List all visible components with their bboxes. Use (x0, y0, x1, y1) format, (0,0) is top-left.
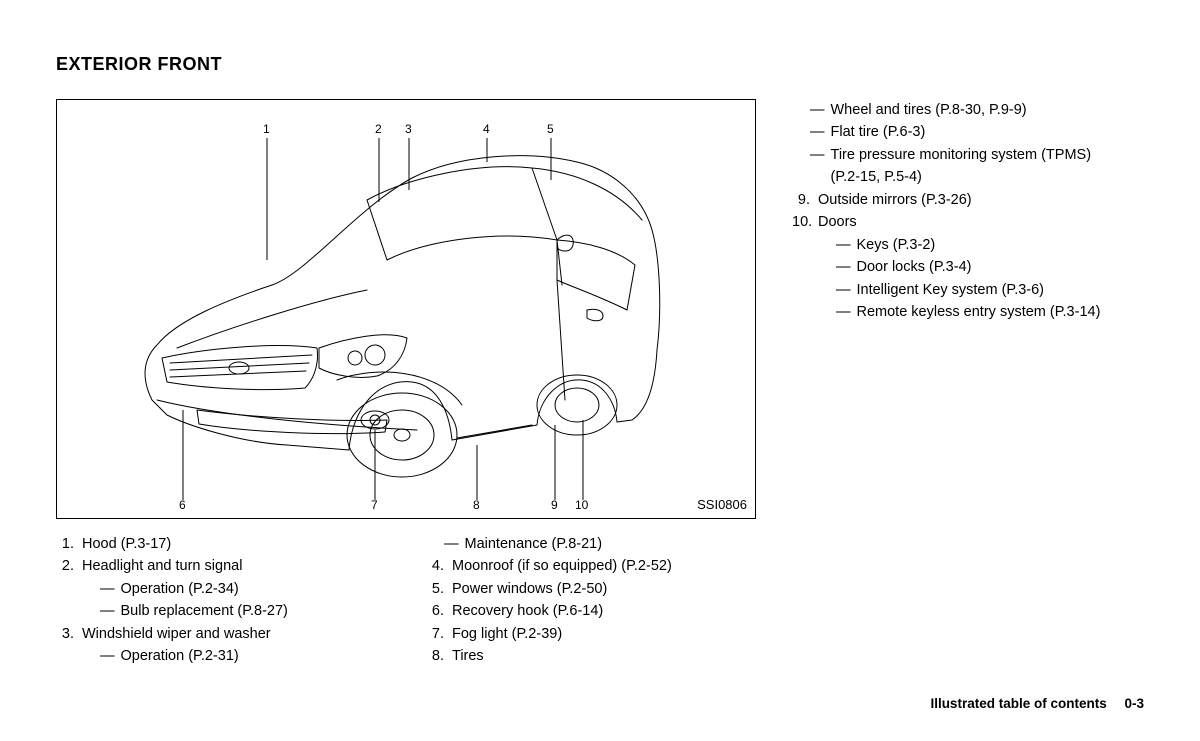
footer-label: Illustrated table of contents (930, 696, 1106, 711)
sub-item: Keys (P.3-2) (836, 234, 1122, 256)
sub-item: Operation (P.2-34) (100, 578, 386, 600)
callout-6: 6 (179, 498, 186, 512)
list-item: 2.Headlight and turn signalOperation (P.… (56, 555, 386, 622)
callout-3: 3 (405, 122, 412, 136)
sub-item: Flat tire (P.6-3) (810, 121, 1122, 143)
right-column: Wheel and tires (P.8-30, P.9-9)Flat tire… (792, 99, 1122, 324)
sub-item: Tire pressure monitoring system (TPMS) (… (810, 144, 1122, 189)
sub-item: Intelligent Key system (P.3-6) (836, 279, 1122, 301)
sub-item: Operation (P.2-31) (100, 645, 386, 667)
callout-1: 1 (263, 122, 270, 136)
car-svg (57, 100, 757, 520)
sub-item: Maintenance (P.8-21) (444, 533, 756, 555)
callout-7: 7 (371, 498, 378, 512)
callout-4: 4 (483, 122, 490, 136)
callout-8: 8 (473, 498, 480, 512)
list-item: 3.Windshield wiper and washerOperation (… (56, 623, 386, 668)
sub-item: Remote keyless entry system (P.3-14) (836, 301, 1122, 323)
figure-code: SSI0806 (697, 497, 747, 512)
callout-2: 2 (375, 122, 382, 136)
list-item: 6.Recovery hook (P.6-14) (426, 600, 756, 622)
sub-item: Door locks (P.3-4) (836, 256, 1122, 278)
legend-under-figure: 1.Hood (P.3-17)2.Headlight and turn sign… (56, 533, 756, 668)
page-footer: Illustrated table of contents 0-3 (930, 696, 1144, 711)
footer-page-number: 0-3 (1124, 696, 1144, 711)
list-item: 5.Power windows (P.2-50) (426, 578, 756, 600)
list-item: 4.Moonroof (if so equipped) (P.2-52) (426, 555, 756, 577)
list-item: 9.Outside mirrors (P.3-26) (792, 189, 1122, 211)
page-title: EXTERIOR FRONT (56, 54, 1144, 75)
sub-item: Wheel and tires (P.8-30, P.9-9) (810, 99, 1122, 121)
list-item: 1.Hood (P.3-17) (56, 533, 386, 555)
list-item: 7.Fog light (P.2-39) (426, 623, 756, 645)
page-content: 1 2 3 4 5 6 7 8 9 10 SSI0806 1.Hood (P.3… (56, 99, 1144, 668)
callout-10: 10 (575, 498, 588, 512)
legend-col-2: Maintenance (P.8-21) 4.Moonroof (if so e… (426, 533, 756, 668)
callout-9: 9 (551, 498, 558, 512)
sub-item: Bulb replacement (P.8-27) (100, 600, 386, 622)
list-item: 8.Tires (426, 645, 756, 667)
left-column: 1 2 3 4 5 6 7 8 9 10 SSI0806 1.Hood (P.3… (56, 99, 756, 668)
car-diagram: 1 2 3 4 5 6 7 8 9 10 SSI0806 (56, 99, 756, 519)
list-item: 10.DoorsKeys (P.3-2)Door locks (P.3-4)In… (792, 211, 1122, 323)
callout-5: 5 (547, 122, 554, 136)
legend-col-1: 1.Hood (P.3-17)2.Headlight and turn sign… (56, 533, 386, 668)
